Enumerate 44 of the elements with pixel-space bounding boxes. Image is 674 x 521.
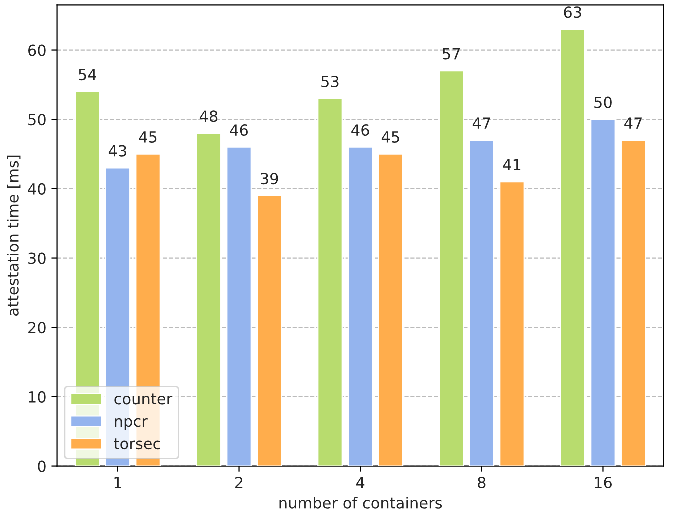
data-label: 46 [352,124,370,136]
bar [469,140,495,466]
bar [620,140,646,466]
bar [318,98,343,466]
bar [378,154,404,466]
x-tick-label: 2 [236,476,243,488]
x-tick-label: 4 [356,477,365,488]
x-axis-title: number of containers [280,497,442,509]
y-tick-label: 30 [28,252,46,264]
y-tick-label: 10 [29,391,46,403]
data-label: 54 [79,69,96,81]
x-tick-label: 16 [595,476,612,489]
bar [196,132,222,466]
data-label: 47 [472,118,490,129]
y-tick-label: 60 [28,44,46,56]
data-label: 63 [564,6,582,18]
x-tick-label: 8 [478,476,486,489]
bar [226,146,252,466]
legend-label: counter [114,394,173,405]
y-tick-label: 40 [28,183,46,195]
data-label: 43 [108,145,126,157]
data-label: 39 [261,173,278,185]
bar [500,181,525,466]
bar [560,28,586,466]
bar [590,119,616,466]
legend-label: torsec [114,438,160,450]
data-label: 50 [594,96,612,108]
data-label: 45 [382,132,400,143]
y-tick-label: 50 [28,114,46,126]
legend-label: npcr [115,418,148,430]
x-tick-label: 1 [114,477,122,488]
data-label: 46 [230,124,248,136]
bar [256,195,282,466]
data-label: 48 [200,110,218,122]
data-label: 57 [443,48,460,60]
y-tick-label: 20 [28,322,46,334]
data-label: 53 [322,76,339,88]
bar [438,70,464,466]
bar [348,146,374,466]
data-label: 41 [503,159,521,171]
y-axis-title: attestation time [ms] [7,156,21,316]
data-label: 47 [624,118,642,129]
data-label: 45 [139,132,157,143]
y-tick-label: 0 [38,460,46,472]
